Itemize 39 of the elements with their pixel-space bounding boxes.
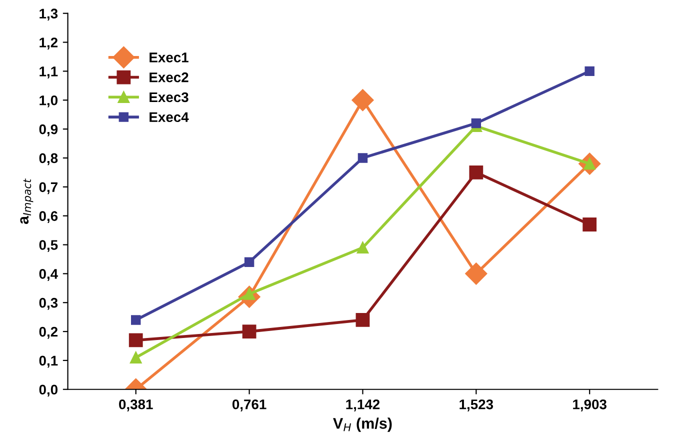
point [358,153,368,163]
point [244,257,254,267]
legend-label: Exec3 [150,92,188,102]
y-tick-label: 0,0 [39,384,58,397]
point [471,118,482,128]
legend-label: Exec1 [150,52,188,62]
point [582,218,597,232]
point [352,89,374,112]
point [128,333,143,348]
y-tick-label: 0,3 [39,298,58,310]
y-tick-label: 0,1 [39,356,58,368]
y-tick-label: 0,9 [39,124,58,136]
y-tick-label: 0,7 [39,182,58,194]
y-tick-label: 1,2 [40,38,58,50]
point [465,262,488,285]
point [356,313,370,327]
y-tick-label: 0,8 [39,153,58,166]
point [584,66,594,76]
point [469,165,484,180]
x-tick-label: 1,903 [573,399,606,412]
point [130,352,142,364]
point [242,324,256,338]
y-tick-label: 0,2 [39,326,58,339]
y-tick-label: 1,0 [40,95,58,108]
x-axis-title: V$_{H}$ (m/s) [333,418,392,432]
y-tick-label: 0,4 [39,269,58,281]
point [356,242,369,254]
x-tick-label: 1,142 [346,399,380,412]
y-tick-label: 1,1 [40,66,58,78]
y-axis-title: a$_{Impact}$ [20,178,34,224]
y-tick-label: 0,6 [39,211,58,224]
x-tick-label: 0,761 [232,399,266,412]
y-tick-label: 1,3 [40,8,58,21]
legend-label: Exec4 [150,112,189,122]
x-tick-label: 0,381 [119,399,153,412]
y-tick-label: 0,5 [39,240,58,252]
point [131,315,141,325]
x-tick-label: 1,523 [460,399,494,412]
legend-label: Exec2 [150,72,188,82]
